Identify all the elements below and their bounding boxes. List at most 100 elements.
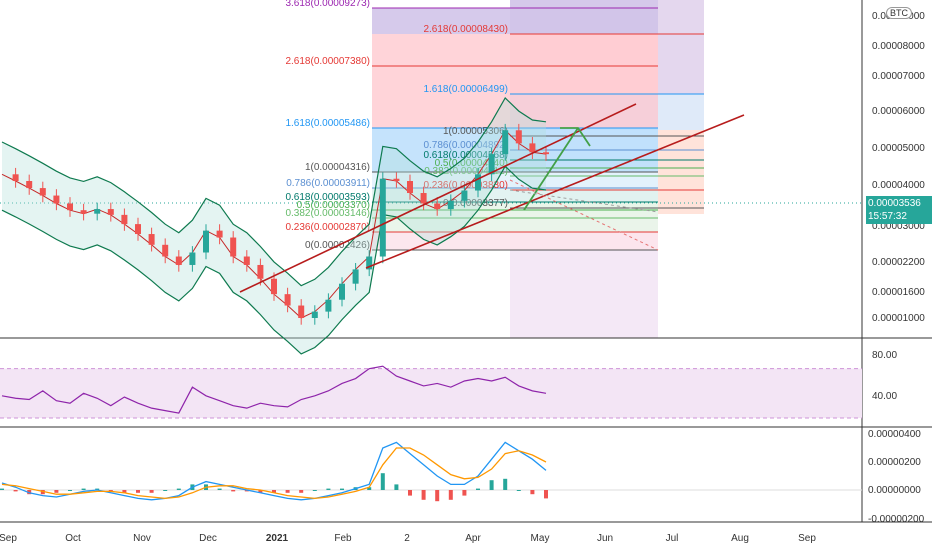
candle-body [121,214,128,225]
projection-arrow-head [560,127,591,147]
candle-body [12,174,19,182]
x-tick-label: Jun [597,533,613,544]
candle-body [379,178,386,257]
candle-body [257,264,264,279]
macd-histogram-bar [489,480,494,490]
fib-zone-right-purple [658,0,704,94]
x-tick-label: Nov [133,533,151,544]
current-price: 0.00003536 [868,198,921,209]
candle-body [53,195,60,204]
fib-left-label-1: 0.786(0.00003911) [286,178,370,189]
candle-body [189,252,196,265]
macd-histogram-bar [312,490,317,491]
macd-histogram-bar [503,478,508,490]
candle-body [339,283,345,300]
candle-body [366,256,373,270]
candle-body [162,244,169,257]
candle-body [94,209,101,214]
fib-left-label-5: 0.236(0.00002870) [285,222,370,233]
fib-left-label-8: 2.618(0.00007380) [285,56,370,67]
candle-body [80,210,87,214]
fib-left-label-2: 0.618(0.00003593) [285,192,370,203]
macd-histogram-bar [217,488,222,490]
candle-body [461,190,468,201]
candle-body [230,237,237,257]
x-tick-label: 2 [404,533,410,544]
macd-histogram-bar [421,490,426,500]
candle-body [271,278,277,295]
fib-zone-right-blue [658,94,704,130]
macd-histogram-bar [380,473,385,490]
candle-body [39,188,46,196]
x-tick-label: 2021 [266,533,289,544]
macd-histogram-bar [299,490,304,493]
candle-body [488,154,495,175]
candle-body [284,294,291,306]
candle-body [325,299,332,312]
price-tick-label: 0.00001000 [872,313,925,324]
x-tick-label: Sep [0,533,17,544]
candle-body [175,256,182,265]
symbol-badge[interactable]: BTC [886,7,912,19]
fib-left-purple [372,8,658,34]
candle-body [502,130,509,155]
current-price-tag: 0.00003536 15:57:32 [866,196,932,224]
fib-right-label-8: 2.618(0.00008430) [423,24,508,35]
candle-body [420,193,427,204]
macd-tick-label: 0.00000000 [868,485,921,496]
channel-lower-line [365,114,745,269]
price-tick-label: 0.00002200 [872,257,925,268]
candle-body [203,230,209,253]
candle-body [434,203,441,210]
macd-histogram-bar [176,488,181,490]
macd-histogram-bar [95,488,100,490]
x-tick-label: Dec [199,533,217,544]
candle-body [243,256,250,265]
fib-left-teal [372,188,658,202]
macd-histogram-bar [367,487,372,490]
fib-left-label-0: 1(0.00004316) [305,162,370,173]
price-tick-label: 0.00008000 [872,41,925,52]
macd-tick-label: -0.00000200 [868,514,925,525]
fib-left-red [372,34,658,128]
macd-histogram-bar [13,490,18,492]
price-tick-label: 0.00003000 [872,221,925,232]
macd-histogram-bar [340,488,344,490]
macd-histogram-bar [544,490,548,499]
candle-body [67,203,73,211]
projection-arrow-shaft [523,127,579,211]
fib-left-label-7: 1.618(0.00005486) [285,118,370,129]
x-tick-label: Apr [465,533,481,544]
fib-right-label-1: 0.786(0.00004892) [423,140,508,151]
macd-histogram-bar [40,490,45,495]
candle-body [107,209,114,215]
rsi-band [0,368,862,418]
macd-histogram-bar [462,490,467,496]
rsi-tick-label: 40.00 [872,391,897,402]
x-tick-label: Sep [798,533,816,544]
candle-body [475,174,481,191]
rsi-line [1,365,547,414]
macd-histogram-bar [285,490,290,493]
price-tick-label: 0.00004000 [872,180,925,191]
macd-histogram-bar [0,488,4,490]
macd-histogram-bar [231,490,236,492]
candle-body [393,178,400,182]
macd-line [1,441,547,501]
macd-histogram-bar [136,490,140,493]
macd-histogram-bar [530,490,535,495]
macd-histogram-bar [516,490,521,491]
fib-right-label-0: 1(0.00005306) [443,126,508,137]
price-tick-label: 0.00006000 [872,106,925,117]
fib-left-pink [372,232,658,250]
candle-body [311,311,318,318]
rsi-tick-label: 80.00 [872,350,897,361]
candle-body [135,224,141,235]
x-tick-label: Oct [65,533,81,544]
bollinger-fill [2,97,546,354]
macd-histogram-bar [81,488,86,490]
macd-histogram-bar [149,490,154,493]
bollinger-upper [1,97,547,287]
